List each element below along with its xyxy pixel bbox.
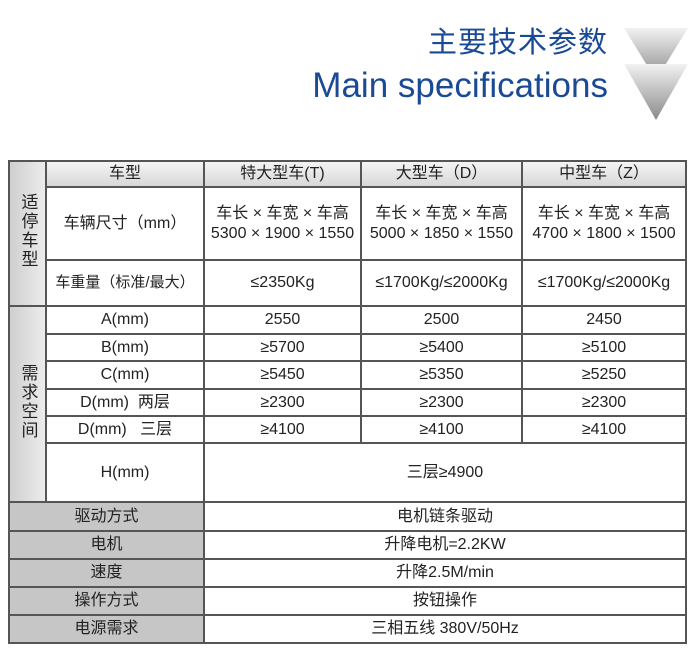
space-value: ≥5100 (521, 333, 687, 362)
size-cell-z: 车长 × 车宽 × 车高 4700 × 1800 × 1500 (521, 186, 687, 261)
h-value: 三层≥4900 (203, 442, 687, 503)
weight-label: 车重量（标准/最大） (45, 259, 205, 307)
general-value: 升降2.5M/min (203, 558, 687, 588)
general-label: 电源需求 (8, 614, 205, 644)
space-row-label: B(mm) (45, 333, 205, 362)
space-value: 2450 (521, 305, 687, 335)
general-label: 驱动方式 (8, 501, 205, 532)
size-caption: 车长 × 车宽 × 车高 (375, 204, 508, 222)
space-value: ≥2300 (360, 388, 523, 417)
size-value: 5000 × 1850 × 1550 (369, 224, 514, 242)
general-label: 电机 (8, 530, 205, 560)
size-cell-d: 车长 × 车宽 × 车高 5000 × 1850 × 1550 (360, 186, 523, 261)
spec-table: 适停车型 车型 特大型车(T) 大型车（D） 中型车（Z） 车辆尺寸（mm） 车… (8, 160, 687, 644)
space-value: ≥5450 (203, 360, 362, 390)
space-value: ≥5250 (521, 360, 687, 390)
general-label: 速度 (8, 558, 205, 588)
weight-t: ≤2350Kg (203, 259, 362, 307)
weight-d: ≤1700Kg/≤2000Kg (360, 259, 523, 307)
general-value: 升降电机=2.2KW (203, 530, 687, 560)
general-value: 电机链条驱动 (203, 501, 687, 532)
space-value: ≥2300 (521, 388, 687, 417)
space-value: ≥4100 (521, 415, 687, 444)
space-value: ≥5350 (360, 360, 523, 390)
page-title-cn: 主要技术参数 (427, 25, 608, 59)
col-header-type: 车型 (45, 160, 205, 188)
size-value: 5300 × 1900 × 1550 (210, 224, 355, 242)
double-chevron-down-icon (624, 28, 688, 120)
col-header-t: 特大型车(T) (203, 160, 362, 188)
size-caption: 车长 × 车宽 × 车高 (537, 204, 671, 222)
size-label: 车辆尺寸（mm） (45, 186, 205, 261)
space-value: ≥5400 (360, 333, 523, 362)
h-label: H(mm) (45, 442, 205, 503)
space-value: ≥4100 (203, 415, 362, 444)
space-row-label: D(mm) 两层 (45, 388, 205, 417)
space-row-label: A(mm) (45, 305, 205, 335)
space-value: ≥4100 (360, 415, 523, 444)
col-header-d: 大型车（D） (360, 160, 523, 188)
general-value: 三相五线 380V/50Hz (203, 614, 687, 644)
group-suitable-label: 适停车型 (8, 160, 47, 307)
space-value: ≥2300 (203, 388, 362, 417)
col-header-z: 中型车（Z） (521, 160, 687, 188)
group-space-label: 需求空间 (8, 305, 47, 503)
space-row-label: C(mm) (45, 360, 205, 390)
general-label: 操作方式 (8, 586, 205, 616)
size-cell-t: 车长 × 车宽 × 车高 5300 × 1900 × 1550 (203, 186, 362, 261)
space-value: 2550 (203, 305, 362, 335)
weight-z: ≤1700Kg/≤2000Kg (521, 259, 687, 307)
space-value: ≥5700 (203, 333, 362, 362)
general-value: 按钮操作 (203, 586, 687, 616)
size-caption: 车长 × 车宽 × 车高 (216, 204, 349, 222)
size-value: 4700 × 1800 × 1500 (532, 224, 676, 242)
page-title-en: Main specifications (312, 66, 608, 105)
space-row-label: D(mm) 三层 (45, 415, 205, 444)
space-value: 2500 (360, 305, 523, 335)
